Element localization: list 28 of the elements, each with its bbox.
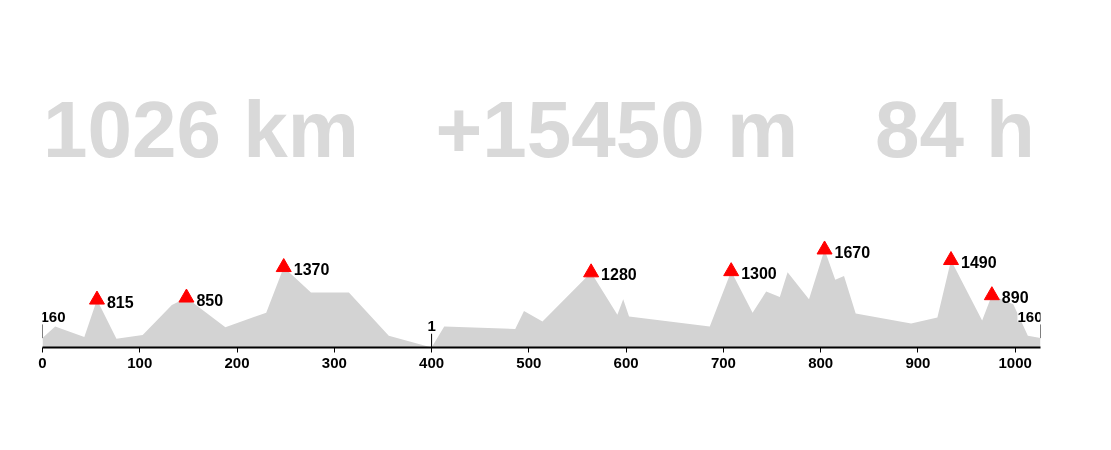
x-tick-label: 600 <box>613 353 639 371</box>
x-tick-label: 300 <box>321 353 347 371</box>
point <box>178 288 195 303</box>
point <box>583 263 600 278</box>
point <box>723 262 740 277</box>
point <box>275 258 292 273</box>
point <box>943 251 960 266</box>
point <box>88 290 105 305</box>
x-tick-label: 200 <box>224 353 250 371</box>
x-tick-label: 800 <box>808 353 834 371</box>
data-label: 1670 <box>834 243 871 261</box>
x-tick-label: 100 <box>127 353 153 371</box>
data-label: 1370 <box>293 261 330 279</box>
data-label: 850 <box>196 291 224 309</box>
x-tick-label: 0 <box>38 353 47 371</box>
data-label: 1300 <box>741 265 777 283</box>
x-tick-label: 900 <box>905 353 931 371</box>
x-tick-label: 500 <box>516 353 542 371</box>
data-label: 815 <box>106 293 134 311</box>
data-label: 890 <box>1001 289 1029 307</box>
x-tick-label: 700 <box>710 353 736 371</box>
x-tick-label: 1000 <box>998 353 1032 371</box>
point <box>816 240 833 255</box>
data-label: 1280 <box>601 266 637 284</box>
point <box>983 286 1000 301</box>
x-tick-label: 400 <box>419 353 445 371</box>
data-label: 1490 <box>961 254 997 272</box>
annotation: 1 <box>427 317 436 334</box>
